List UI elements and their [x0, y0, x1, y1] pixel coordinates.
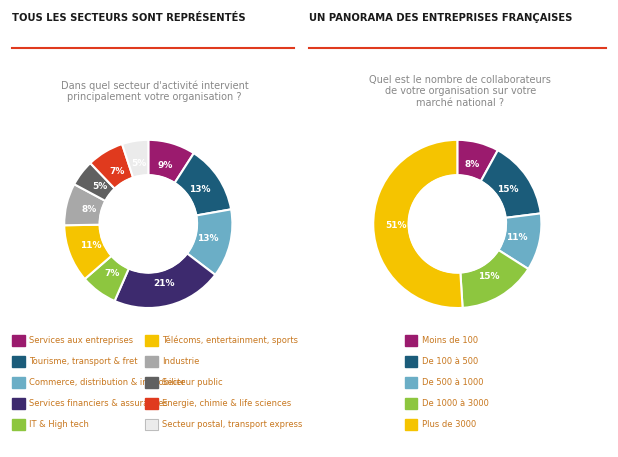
Text: Quel est le nombre de collaborateurs
de votre organisation sur votre
marché nati: Quel est le nombre de collaborateurs de …: [370, 75, 551, 108]
Circle shape: [408, 175, 506, 273]
Text: 8%: 8%: [81, 205, 96, 214]
Wedge shape: [122, 140, 148, 178]
Text: Services aux entreprises: Services aux entreprises: [29, 336, 133, 345]
Text: 15%: 15%: [478, 272, 499, 281]
Wedge shape: [74, 163, 115, 201]
Wedge shape: [114, 254, 215, 308]
Text: Plus de 3000: Plus de 3000: [422, 420, 476, 429]
Wedge shape: [64, 225, 111, 279]
Wedge shape: [457, 140, 498, 181]
Wedge shape: [481, 150, 541, 218]
Text: Secteur postal, transport express: Secteur postal, transport express: [162, 420, 302, 429]
Wedge shape: [373, 140, 463, 308]
Wedge shape: [460, 250, 528, 308]
Text: Moins de 100: Moins de 100: [422, 336, 478, 345]
Wedge shape: [175, 153, 231, 215]
Text: 13%: 13%: [197, 234, 219, 243]
Circle shape: [99, 175, 197, 273]
Text: 15%: 15%: [497, 185, 519, 194]
Text: 7%: 7%: [104, 269, 120, 278]
Wedge shape: [187, 209, 232, 275]
Text: TOUS LES SECTEURS SONT REPRÉSENTÉS: TOUS LES SECTEURS SONT REPRÉSENTÉS: [12, 13, 246, 23]
Text: IT & High tech: IT & High tech: [29, 420, 89, 429]
Wedge shape: [499, 213, 541, 269]
Text: Secteur public: Secteur public: [162, 378, 222, 387]
Text: De 1000 à 3000: De 1000 à 3000: [422, 399, 489, 408]
Text: 11%: 11%: [80, 241, 102, 250]
Text: Energie, chimie & life sciences: Energie, chimie & life sciences: [162, 399, 291, 408]
Text: Dans quel secteur d'activité intervient
principalement votre organisation ?: Dans quel secteur d'activité intervient …: [61, 80, 248, 102]
Text: Télécoms, entertainment, sports: Télécoms, entertainment, sports: [162, 336, 298, 345]
Text: 5%: 5%: [131, 159, 146, 168]
Text: UN PANORAMA DES ENTREPRISES FRANÇAISES: UN PANORAMA DES ENTREPRISES FRANÇAISES: [309, 13, 572, 23]
Wedge shape: [90, 144, 133, 189]
Text: 51%: 51%: [385, 221, 407, 230]
Text: Tourisme, transport & fret: Tourisme, transport & fret: [29, 357, 138, 366]
Text: De 500 à 1000: De 500 à 1000: [422, 378, 484, 387]
Text: 11%: 11%: [507, 233, 528, 242]
Text: 5%: 5%: [92, 182, 107, 191]
Text: 7%: 7%: [109, 167, 124, 176]
Text: 8%: 8%: [465, 160, 480, 169]
Text: De 100 à 500: De 100 à 500: [422, 357, 478, 366]
Text: Industrie: Industrie: [162, 357, 199, 366]
Wedge shape: [64, 184, 105, 225]
Text: 13%: 13%: [188, 186, 210, 194]
Text: 21%: 21%: [153, 279, 174, 288]
Text: Services financiers & assurances: Services financiers & assurances: [29, 399, 168, 408]
Wedge shape: [85, 256, 129, 301]
Text: 9%: 9%: [158, 160, 173, 170]
Wedge shape: [148, 140, 194, 183]
Text: Commerce, distribution & immobilier: Commerce, distribution & immobilier: [29, 378, 185, 387]
